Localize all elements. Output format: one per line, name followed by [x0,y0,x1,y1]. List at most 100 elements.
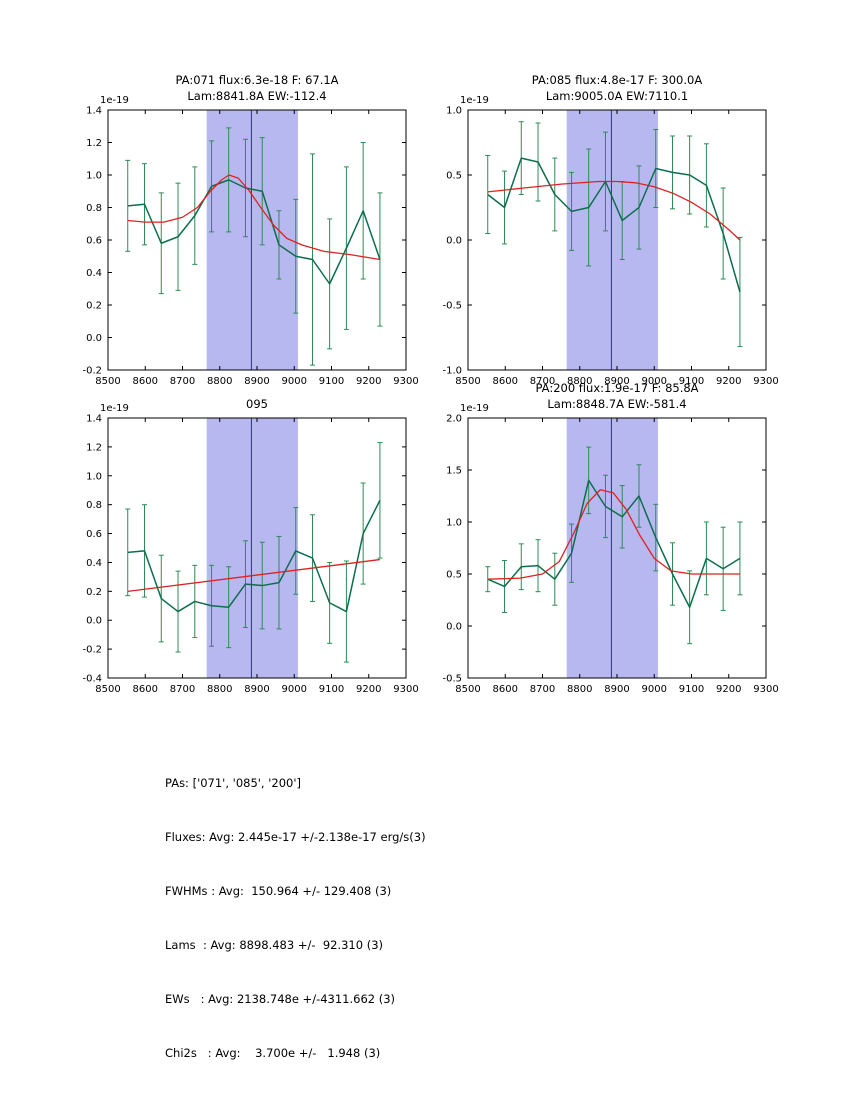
y-tick-label: 0.0 [446,622,462,633]
x-tick-label: 8700 [170,376,195,387]
y-tick-label: 0.0 [86,616,102,627]
y-tick-label: -0.5 [442,301,462,312]
subplot-subtitle: Lam:8848.7A EW:-581.4 [547,397,686,411]
x-tick-label: 9200 [716,376,741,387]
y-tick-label: 1.4 [86,106,102,117]
fit-line [487,489,740,580]
subplot-title: 095 [246,397,268,411]
y-tick-label: 0.0 [446,236,462,247]
y-tick-label: 1.0 [446,106,462,117]
y-tick-label: 2.0 [446,414,462,425]
y-tick-label: 0.4 [86,558,102,569]
spectrum-line [127,499,381,613]
y-tick-label: -0.2 [82,645,102,656]
x-tick-label: 8900 [604,376,629,387]
y-axis-offset-label: 1e-19 [100,403,129,414]
summary-ews: EWs : Avg: 2138.748e +/-4311.662 (3) [165,992,396,1006]
x-tick-label: 9100 [679,684,704,695]
fit-line [127,174,381,261]
x-tick-label: 8700 [170,684,195,695]
y-tick-label: 0.6 [86,529,102,540]
y-tick-label: 1.0 [86,171,102,182]
y-tick-label: 0.5 [446,570,462,581]
x-tick-label: 8600 [493,684,518,695]
spectrum-line [127,179,381,285]
y-tick-label: 0.5 [446,171,462,182]
x-tick-label: 9300 [753,684,778,695]
subplot-0: 8500 8600 8700 8800 8900 9000 9100 9200 9300 -0.2… [82,73,418,387]
fit-line [487,180,741,241]
x-tick-label: 8500 [455,684,480,695]
charts-area: 8500 8600 8700 8800 8900 9000 9100 9200 9300 -0.2… [82,73,778,695]
spectrum-line [487,479,741,609]
band-region [566,418,658,678]
y-tick-label: 1.0 [446,518,462,529]
summary-fwhms: FWHMs : Avg: 150.964 +/- 129.408 (3) [165,884,392,898]
y-axis-offset-label: 1e-19 [460,403,489,414]
x-tick-label: 9000 [282,376,307,387]
x-tick-label: 8500 [95,376,120,387]
summary-block: PAs: ['071', '085', '200'] Fluxes: Avg: … [165,742,426,1094]
y-tick-label: 0.8 [86,500,102,511]
y-tick-label: 0.0 [86,333,102,344]
subplot-title: PA:200 flux:1.9e-17 F: 85.8A [535,381,698,395]
subplot-2: 8500 8600 8700 8800 8900 9000 9100 9200 9300 -0.4… [82,397,418,695]
x-tick-label: 9100 [319,684,344,695]
subplot-3: 8500 8600 8700 8800 8900 9000 9100 9200 9300 -0.5… [442,381,778,695]
subplot-subtitle: Lam:8841.8A EW:-112.4 [187,89,326,103]
summary-pas: PAs: ['071', '085', '200'] [165,776,302,790]
y-tick-label: 0.4 [86,268,102,279]
y-axis-offset-label: 1e-19 [460,95,489,106]
y-tick-label: -0.4 [82,674,102,685]
y-tick-label: -1.0 [442,366,462,377]
fit-line [127,558,381,592]
x-tick-label: 9100 [319,376,344,387]
y-tick-label: 0.2 [86,587,102,598]
subplot-1: 8500 8600 8700 8800 8900 9000 9100 9200 9300 -1.0… [442,73,778,387]
y-axis-offset-label: 1e-19 [100,95,129,106]
y-tick-label: 1.4 [86,414,102,425]
y-tick-label: 1.2 [86,442,102,453]
tick-marks [467,417,767,679]
x-tick-label: 8800 [567,684,592,695]
tick-marks [107,109,407,371]
band-region [206,418,298,678]
band-region [566,110,658,370]
x-tick-label: 9100 [679,376,704,387]
x-tick-label: 9000 [642,376,667,387]
y-tick-label: 0.2 [86,301,102,312]
x-tick-label: 9200 [356,684,381,695]
summary-lams: Lams : Avg: 8898.483 +/- 92.310 (3) [165,938,384,952]
spectrum-line [487,157,741,293]
x-tick-label: 8800 [567,376,592,387]
y-tick-label: 1.2 [86,138,102,149]
subplot-title: PA:085 flux:4.8e-17 F: 300.0A [532,73,703,87]
x-tick-label: 8600 [133,684,158,695]
x-tick-label: 8500 [455,376,480,387]
x-tick-label: 8500 [95,684,120,695]
x-tick-label: 8600 [133,376,158,387]
x-tick-label: 9000 [282,684,307,695]
y-tick-label: -0.5 [442,674,462,685]
y-tick-label: 1.5 [446,466,462,477]
x-tick-label: 8900 [244,376,269,387]
tick-marks [107,417,407,679]
x-tick-label: 9300 [753,376,778,387]
subplot-title: PA:071 flux:6.3e-18 F: 67.1A [175,73,338,87]
x-tick-label: 8900 [244,684,269,695]
x-tick-label: 9200 [356,376,381,387]
band-region [206,110,298,370]
x-tick-label: 8800 [207,376,232,387]
x-tick-label: 9200 [716,684,741,695]
tick-marks [467,109,767,371]
y-tick-label: 0.8 [86,203,102,214]
summary-chi2s: Chi2s : Avg: 3.700e +/- 1.948 (3) [165,1046,381,1060]
y-tick-label: 1.0 [86,471,102,482]
x-tick-label: 8800 [207,684,232,695]
y-tick-label: -0.2 [82,366,102,377]
x-tick-label: 8900 [604,684,629,695]
x-tick-label: 9000 [642,684,667,695]
x-tick-label: 9300 [393,684,418,695]
x-tick-label: 8700 [530,684,555,695]
